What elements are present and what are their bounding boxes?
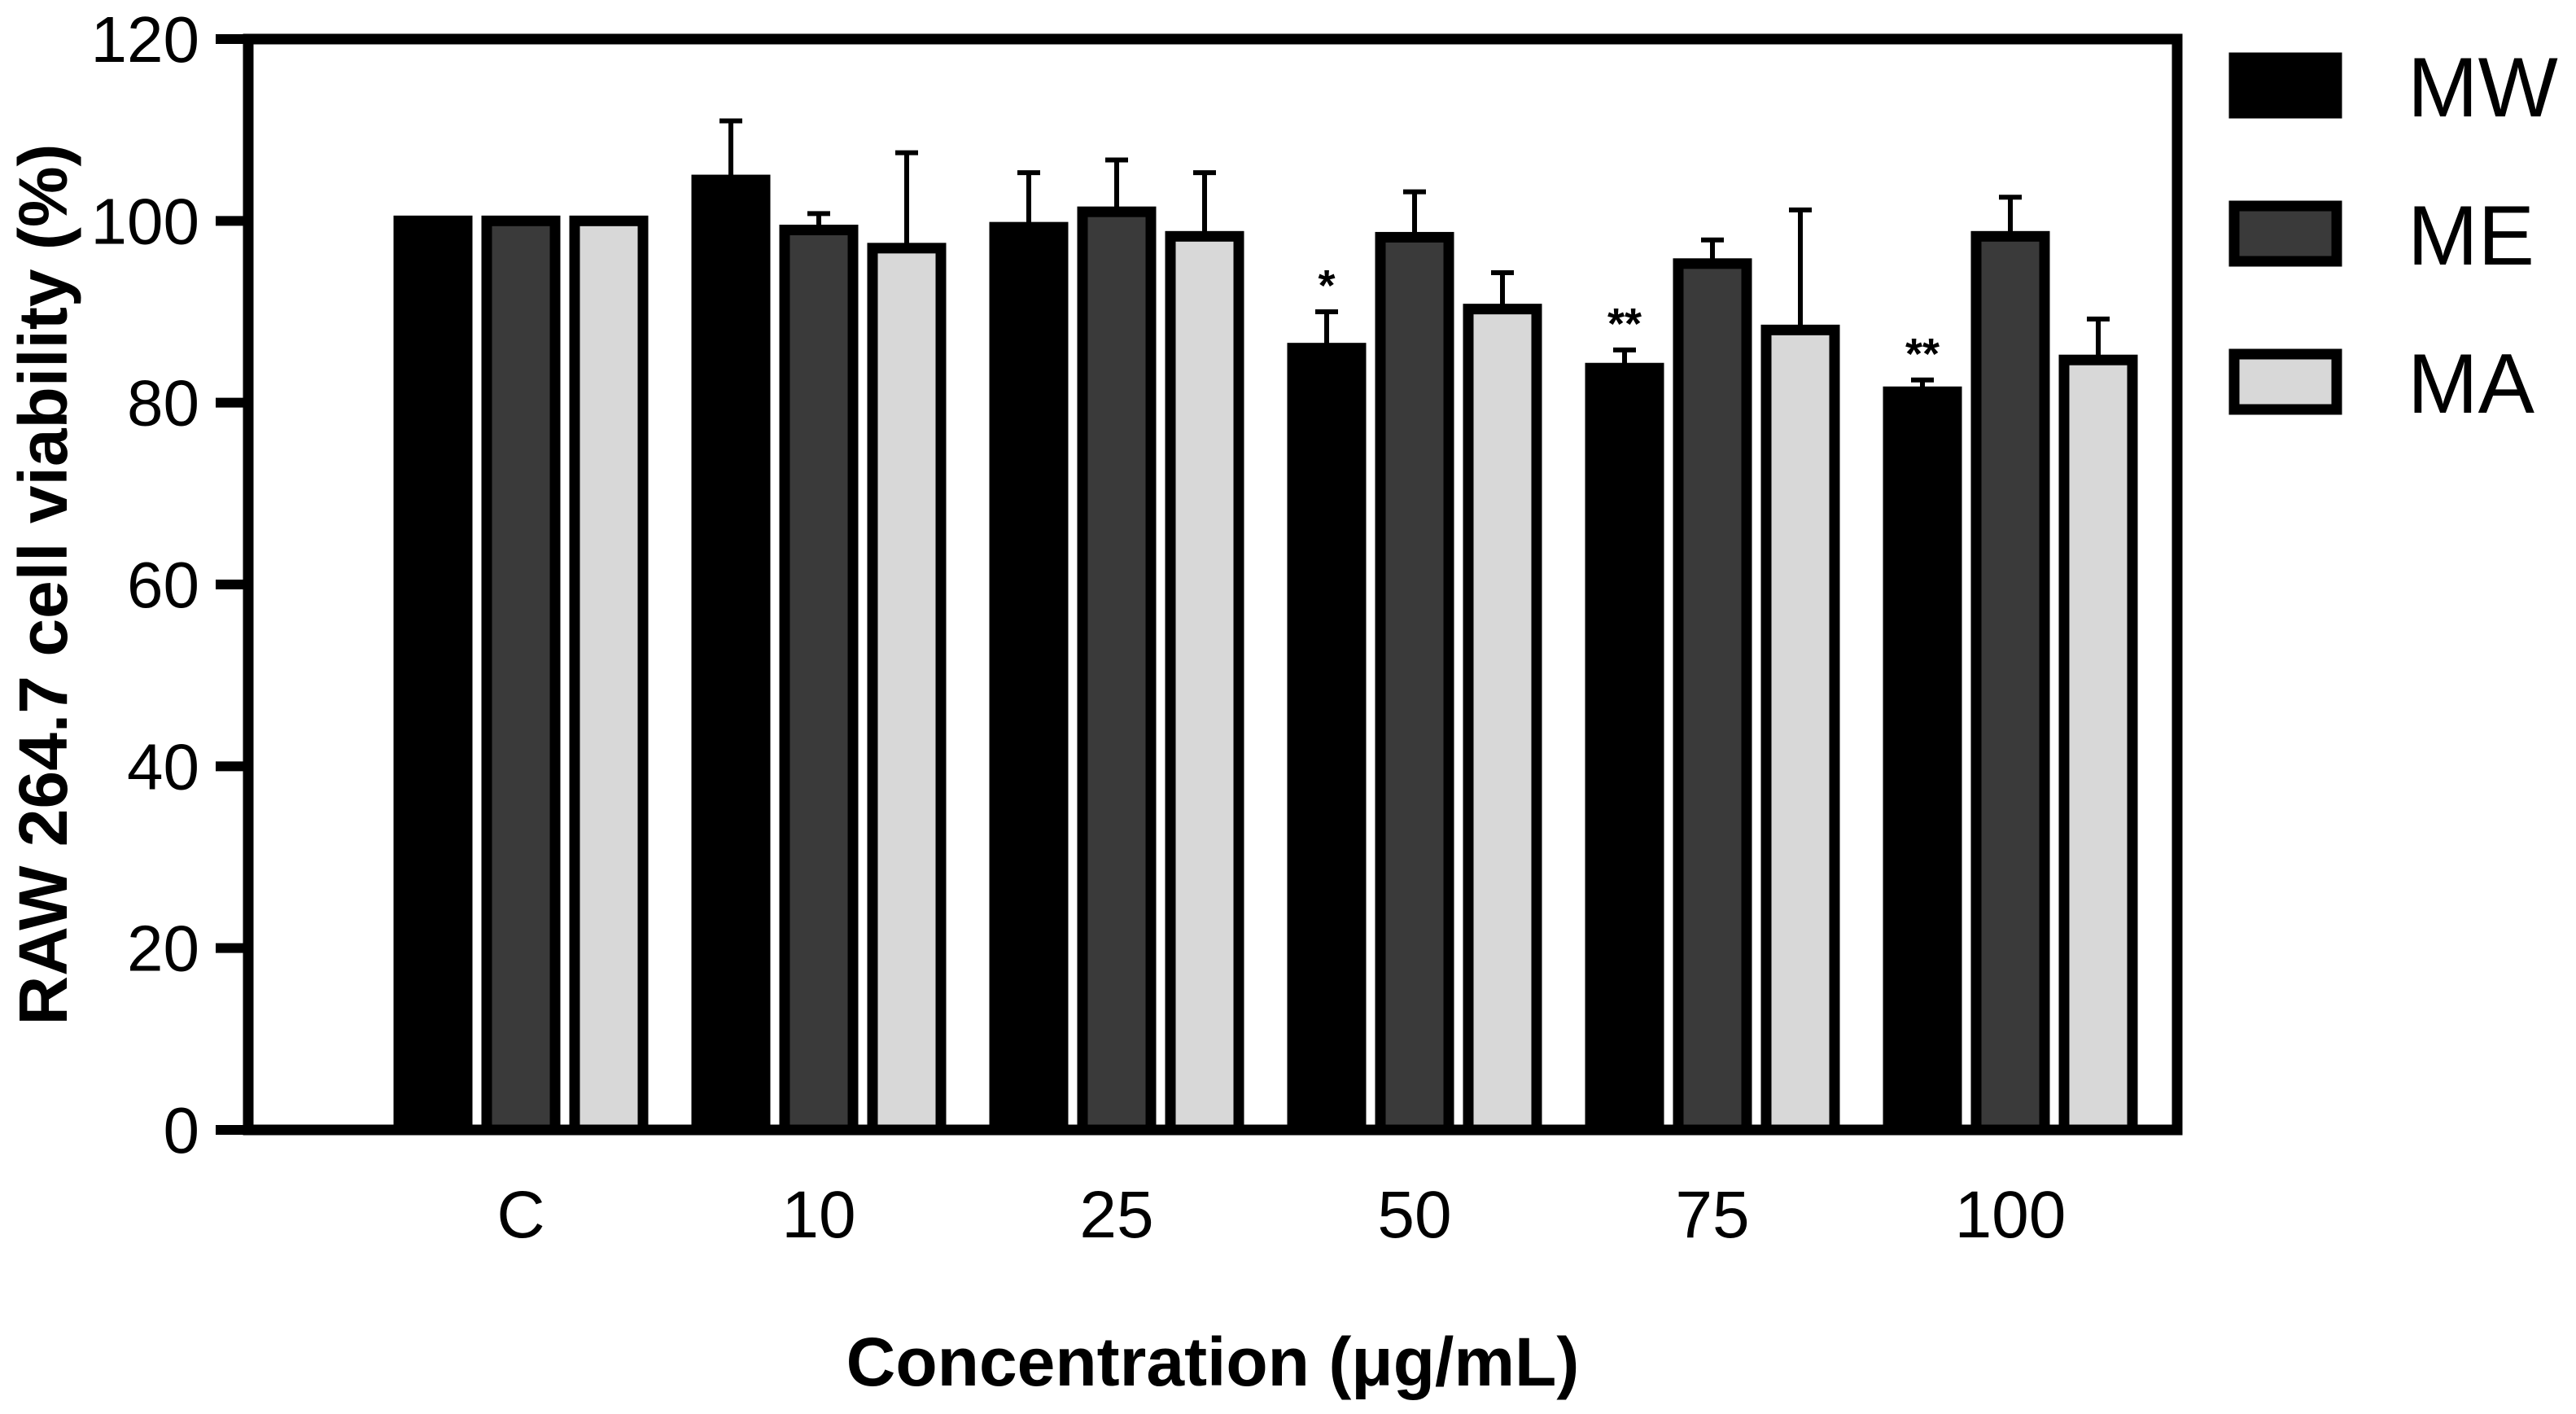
legend-swatch-ma <box>2228 348 2342 415</box>
y-tick-label: 20 <box>127 913 199 985</box>
legend-swatch-me <box>2228 200 2342 267</box>
y-tick-label: 120 <box>91 3 199 76</box>
x-tick-label: 75 <box>1675 1178 1749 1252</box>
bar-ma-25 <box>1165 230 1244 1136</box>
bar-mw-25 <box>989 221 1069 1136</box>
x-tick-label: C <box>496 1178 545 1252</box>
legend-swatch-mw <box>2228 52 2342 119</box>
legend-label-mw: MW <box>2408 41 2558 135</box>
x-tick-label: 50 <box>1377 1178 1451 1252</box>
bar-mw-10 <box>691 174 771 1136</box>
y-axis: 0 20 40 60 80 100 120 <box>91 3 248 1167</box>
bars-group: ***** <box>393 118 2138 1136</box>
legend-label-ma: MA <box>2408 337 2535 431</box>
x-tick-label: 10 <box>781 1178 855 1252</box>
bar-me-100 <box>1970 230 2050 1136</box>
y-tick-label: 80 <box>127 367 199 440</box>
x-axis-title: Concentration (μg/mL) <box>846 1324 1580 1400</box>
significance-label: * <box>1318 261 1335 310</box>
y-tick-label: 40 <box>127 730 199 803</box>
y-tick-label: 0 <box>164 1094 200 1167</box>
x-tick-label: 25 <box>1079 1178 1153 1252</box>
y-axis-title: RAW 264.7 cell viability (%) <box>5 143 81 1025</box>
bar-me-25 <box>1077 206 1157 1136</box>
bar-mw-100 <box>1883 386 1962 1136</box>
bar-ma-c <box>569 215 649 1136</box>
legend: MW ME MA <box>2228 41 2558 431</box>
bar-ma-50 <box>1463 304 1542 1136</box>
bar-mw-50 <box>1287 343 1367 1136</box>
x-tick-label: 100 <box>1955 1178 2066 1252</box>
x-axis: C 10 25 50 75 100 <box>496 1178 2066 1252</box>
significance-label: ** <box>1607 300 1642 348</box>
bar-me-c <box>481 215 561 1136</box>
bar-me-75 <box>1673 258 1752 1136</box>
bar-mw-c <box>393 215 473 1136</box>
bar-me-50 <box>1375 231 1454 1136</box>
bar-ma-100 <box>2058 354 2138 1136</box>
bar-ma-10 <box>867 243 947 1136</box>
y-tick-label: 60 <box>127 549 199 621</box>
bar-me-10 <box>779 225 859 1136</box>
y-tick-label: 100 <box>91 185 199 257</box>
bar-ma-75 <box>1760 324 1840 1136</box>
bar-mw-75 <box>1585 362 1664 1136</box>
significance-label: ** <box>1905 330 1940 379</box>
legend-label-me: ME <box>2408 189 2534 283</box>
